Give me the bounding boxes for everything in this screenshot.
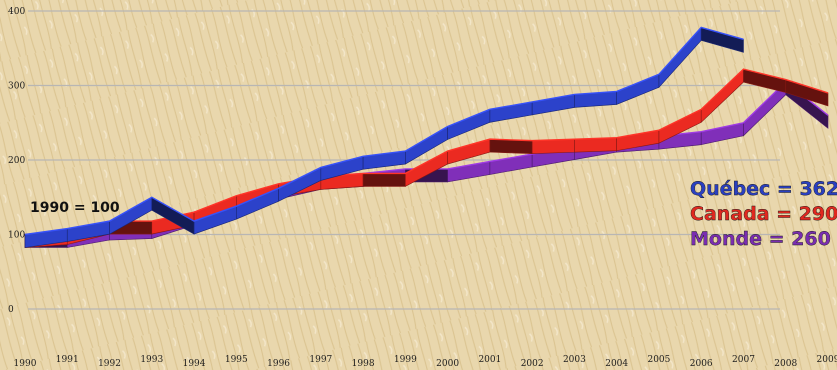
x-tick-label: 2000 [436, 359, 459, 369]
legend-qubec: Québec = 362 [690, 178, 837, 200]
series-line [24, 26, 744, 236]
series-segment [531, 138, 575, 154]
x-tick-label: 1998 [352, 359, 375, 369]
x-tick-label: 1996 [267, 359, 290, 369]
x-tick-label: 1994 [183, 359, 206, 369]
series-segment [362, 173, 406, 187]
y-tick-label: 100 [8, 231, 25, 241]
series-segment [574, 137, 617, 153]
x-tick-label: 1999 [394, 355, 417, 365]
y-tick-label: 300 [8, 82, 25, 92]
x-tick-label: 2004 [605, 359, 628, 369]
x-tick-label: 1995 [225, 355, 248, 365]
x-tick-label: 1993 [140, 355, 163, 365]
legend-canada: Canada = 290 [690, 203, 837, 225]
x-tick-label: 1997 [309, 355, 332, 365]
x-tick-label: 2002 [521, 359, 544, 369]
x-tick-label: 1992 [98, 359, 121, 369]
x-tick-label: 1990 [14, 359, 37, 369]
x-tick-label: 2006 [690, 359, 713, 369]
x-tick-label: 2008 [774, 359, 797, 369]
series-canada [24, 68, 829, 248]
series-segment [489, 138, 533, 154]
y-tick-label: 400 [8, 7, 25, 17]
x-tick-label: 2003 [563, 355, 586, 365]
series-line [24, 68, 829, 236]
x-tick-label: 2005 [647, 355, 670, 365]
y-tick-label: 200 [8, 156, 25, 166]
series-qubec [24, 26, 744, 248]
x-tick-label: 2001 [478, 355, 501, 365]
y-tick-label: 0 [8, 305, 14, 315]
x-tick-label: 2009 [817, 355, 837, 365]
x-tick-label: 1991 [56, 355, 79, 365]
x-tick-label: 2007 [732, 355, 755, 365]
base-year-note: 1990 = 100 [30, 200, 120, 216]
legend-monde: Monde = 260 [690, 228, 831, 250]
